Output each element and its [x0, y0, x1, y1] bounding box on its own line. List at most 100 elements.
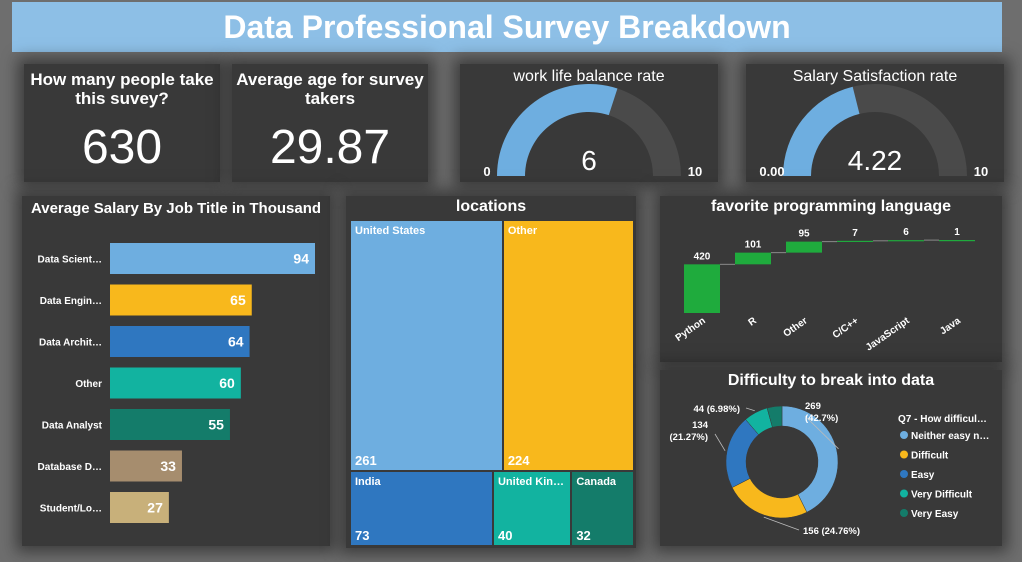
difficulty-slice[interactable] — [781, 405, 839, 513]
language-bar[interactable] — [888, 240, 924, 242]
location-tile[interactable]: Other 224 — [502, 220, 634, 471]
location-tile-value: 32 — [576, 527, 591, 543]
kpi-people-label: How many people take this suvey? — [30, 70, 214, 108]
salary-bar[interactable] — [110, 243, 315, 274]
kpi-card-people[interactable]: How many people take this suvey? 630 — [24, 64, 220, 182]
gauge-worklife-fill — [497, 83, 618, 176]
location-tile[interactable]: United States 261 — [350, 220, 503, 471]
salary-value-label: 60 — [219, 375, 235, 391]
language-category-label: Other — [782, 315, 810, 339]
gauge-worklife-min: 0 — [483, 164, 490, 179]
salary-value-label: 33 — [160, 458, 176, 474]
difficulty-data-label: 156 (24.76%) — [803, 526, 860, 537]
gauge-card-worklife[interactable]: work life balance rate 6 0 10 — [460, 64, 718, 182]
gauge-salary-title: Salary Satisfaction rate — [792, 68, 958, 85]
location-tile-value: 261 — [355, 452, 377, 468]
location-tile[interactable]: India 73 — [350, 470, 493, 546]
difficulty-legend-marker — [900, 470, 908, 478]
language-category-label: JavaScript — [864, 315, 912, 353]
salary-bar[interactable] — [110, 409, 230, 440]
difficulty-legend-marker — [900, 431, 908, 439]
gauge-worklife-max: 10 — [688, 164, 702, 179]
difficulty-leader-line — [745, 407, 755, 412]
location-tile-label: United States — [355, 225, 426, 237]
difficulty-legend-title: Q7 - How difficul… — [898, 414, 987, 425]
salary-chart-title: Average Salary By Job Title in Thousand — [30, 200, 322, 217]
difficulty-legend-label[interactable]: Neither easy n… — [911, 431, 989, 442]
gauge-salary-max: 10 — [974, 164, 988, 179]
language-bar[interactable] — [786, 241, 822, 253]
salary-value-label: 55 — [208, 417, 224, 433]
location-tile-label: Other — [507, 225, 538, 237]
salary-bar[interactable] — [110, 492, 169, 523]
language-card[interactable]: favorite programming language 420 Python 1… — [660, 196, 1002, 362]
difficulty-legend-label[interactable]: Very Difficult — [911, 490, 973, 501]
difficulty-card[interactable]: Difficulty to break into data 269 (42.7%)… — [660, 370, 1002, 546]
location-tile-value: 224 — [507, 452, 530, 468]
dashboard-title: Data Professional Survey Breakdown — [12, 2, 1002, 52]
difficulty-legend-label[interactable]: Difficult — [911, 451, 949, 462]
difficulty-legend-marker — [900, 509, 908, 517]
gauge-worklife-value: 6 — [581, 145, 597, 176]
difficulty-slice[interactable] — [725, 419, 759, 488]
salary-category-label: Student/Lo… — [40, 504, 102, 515]
language-bar[interactable] — [735, 252, 771, 265]
difficulty-leader-line — [714, 433, 726, 451]
gauge-salary-fill — [783, 86, 860, 176]
locations-title: locations — [455, 198, 527, 215]
location-tile-label: India — [355, 475, 381, 488]
language-category-label: Java — [938, 315, 963, 337]
salary-bar[interactable] — [110, 326, 250, 357]
salary-bar[interactable] — [110, 284, 252, 316]
language-category-label: C/C++ — [831, 315, 861, 341]
location-tile-value: 73 — [355, 527, 370, 543]
difficulty-legend-marker — [900, 450, 908, 459]
salary-category-label: Data Archit… — [39, 338, 102, 349]
difficulty-title: Difficulty to break into data — [727, 372, 935, 389]
location-tile-value: 40 — [497, 527, 513, 543]
language-value-label: 7 — [852, 228, 858, 239]
difficulty-leader-line — [804, 415, 839, 450]
difficulty-slice[interactable] — [766, 405, 783, 428]
salary-value-label: 64 — [228, 334, 244, 350]
locations-card[interactable]: locations United States 261 Other 224 India 7… — [346, 196, 636, 548]
difficulty-donut-chart: 269 (42.7%) 156 (24.76%) 134 (21.27%) 44 (6.9… — [669, 401, 989, 537]
difficulty-legend-marker — [900, 489, 908, 498]
salary-category-label: Data Scient… — [38, 255, 102, 266]
salary-bar[interactable] — [110, 450, 182, 482]
gauge-salary-value: 4.22 — [848, 145, 903, 176]
salary-category-label: Data Analyst — [42, 421, 103, 432]
salary-bar-chart: Data Scient… 94 Data Engin… 65 Data Archit… 6… — [38, 243, 315, 523]
kpi-age-value: 29.87 — [269, 121, 391, 174]
language-value-label: 1 — [954, 227, 960, 238]
salary-category-label: Data Engin… — [40, 296, 102, 307]
language-bar[interactable] — [837, 240, 873, 243]
kpi-age-label: Average age for survey takers — [236, 70, 424, 108]
kpi-card-age[interactable]: Average age for survey takers 29.87 — [232, 64, 428, 182]
salary-value-label: 65 — [230, 292, 246, 308]
salary-category-label: Database D… — [38, 462, 102, 473]
difficulty-data-label: 44 (6.98%) — [694, 404, 740, 415]
language-value-label: 101 — [745, 240, 762, 251]
language-bar[interactable] — [939, 240, 975, 242]
salary-bar[interactable] — [110, 367, 241, 399]
location-tile[interactable]: Canada 32 — [571, 470, 634, 546]
difficulty-legend-label[interactable]: Very Easy — [911, 509, 959, 520]
gauge-card-salary[interactable]: Salary Satisfaction rate 4.22 0.00 10 — [746, 64, 1004, 182]
language-value-label: 95 — [798, 229, 810, 240]
gauge-worklife-title: work life balance rate — [513, 68, 665, 85]
salary-value-label: 27 — [147, 500, 163, 516]
locations-treemap: United States 261 Other 224 India 73 United Ki… — [350, 220, 634, 546]
difficulty-legend-label[interactable]: Easy — [911, 470, 935, 481]
location-tile-label: Canada — [576, 475, 617, 488]
kpi-people-value: 630 — [81, 121, 163, 174]
salary-category-label: Other — [75, 379, 102, 390]
difficulty-data-label: 134 (21.27%) — [669, 420, 708, 443]
location-tile[interactable]: United Kin… 40 — [492, 470, 572, 546]
difficulty-slice[interactable] — [731, 478, 808, 519]
language-category-label: R — [746, 315, 759, 329]
salary-value-label: 94 — [293, 251, 309, 267]
gauge-salary-chart: 4.22 0.00 10 — [759, 84, 988, 179]
language-bar[interactable] — [684, 264, 720, 313]
salary-chart-card[interactable]: Average Salary By Job Title in Thousand … — [22, 196, 330, 546]
